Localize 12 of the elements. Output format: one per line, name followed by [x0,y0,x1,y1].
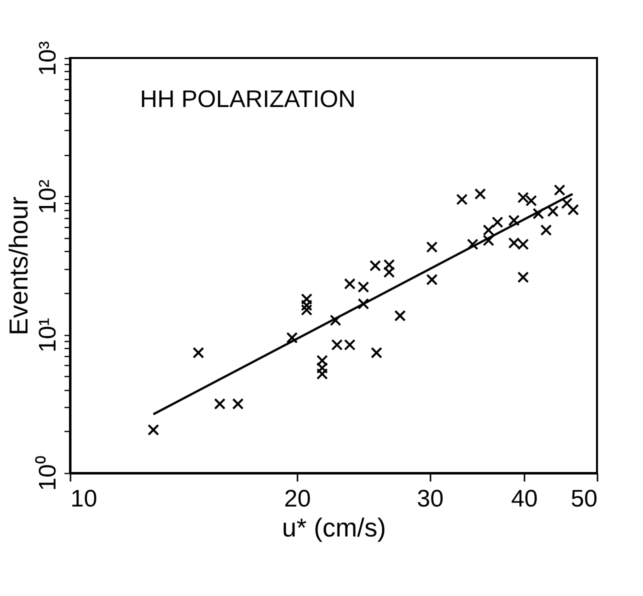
annotation: HH POLARIZATION [140,86,356,113]
y-tick-label: 10⁰ [34,456,62,491]
x-tick-label: 20 [284,486,311,512]
y-axis-title: Events/hour [4,196,34,336]
x-tick-label: 30 [416,486,444,512]
y-tick-label: 10² [34,179,62,214]
x-tick-label: 10 [70,486,98,512]
x-tick-label: 50 [570,486,598,512]
y-tick-label: 10¹ [34,318,62,353]
x-tick-label: 40 [511,486,538,512]
y-tick-label: 10³ [34,41,62,76]
x-axis-title: u* (cm/s) [282,512,386,542]
